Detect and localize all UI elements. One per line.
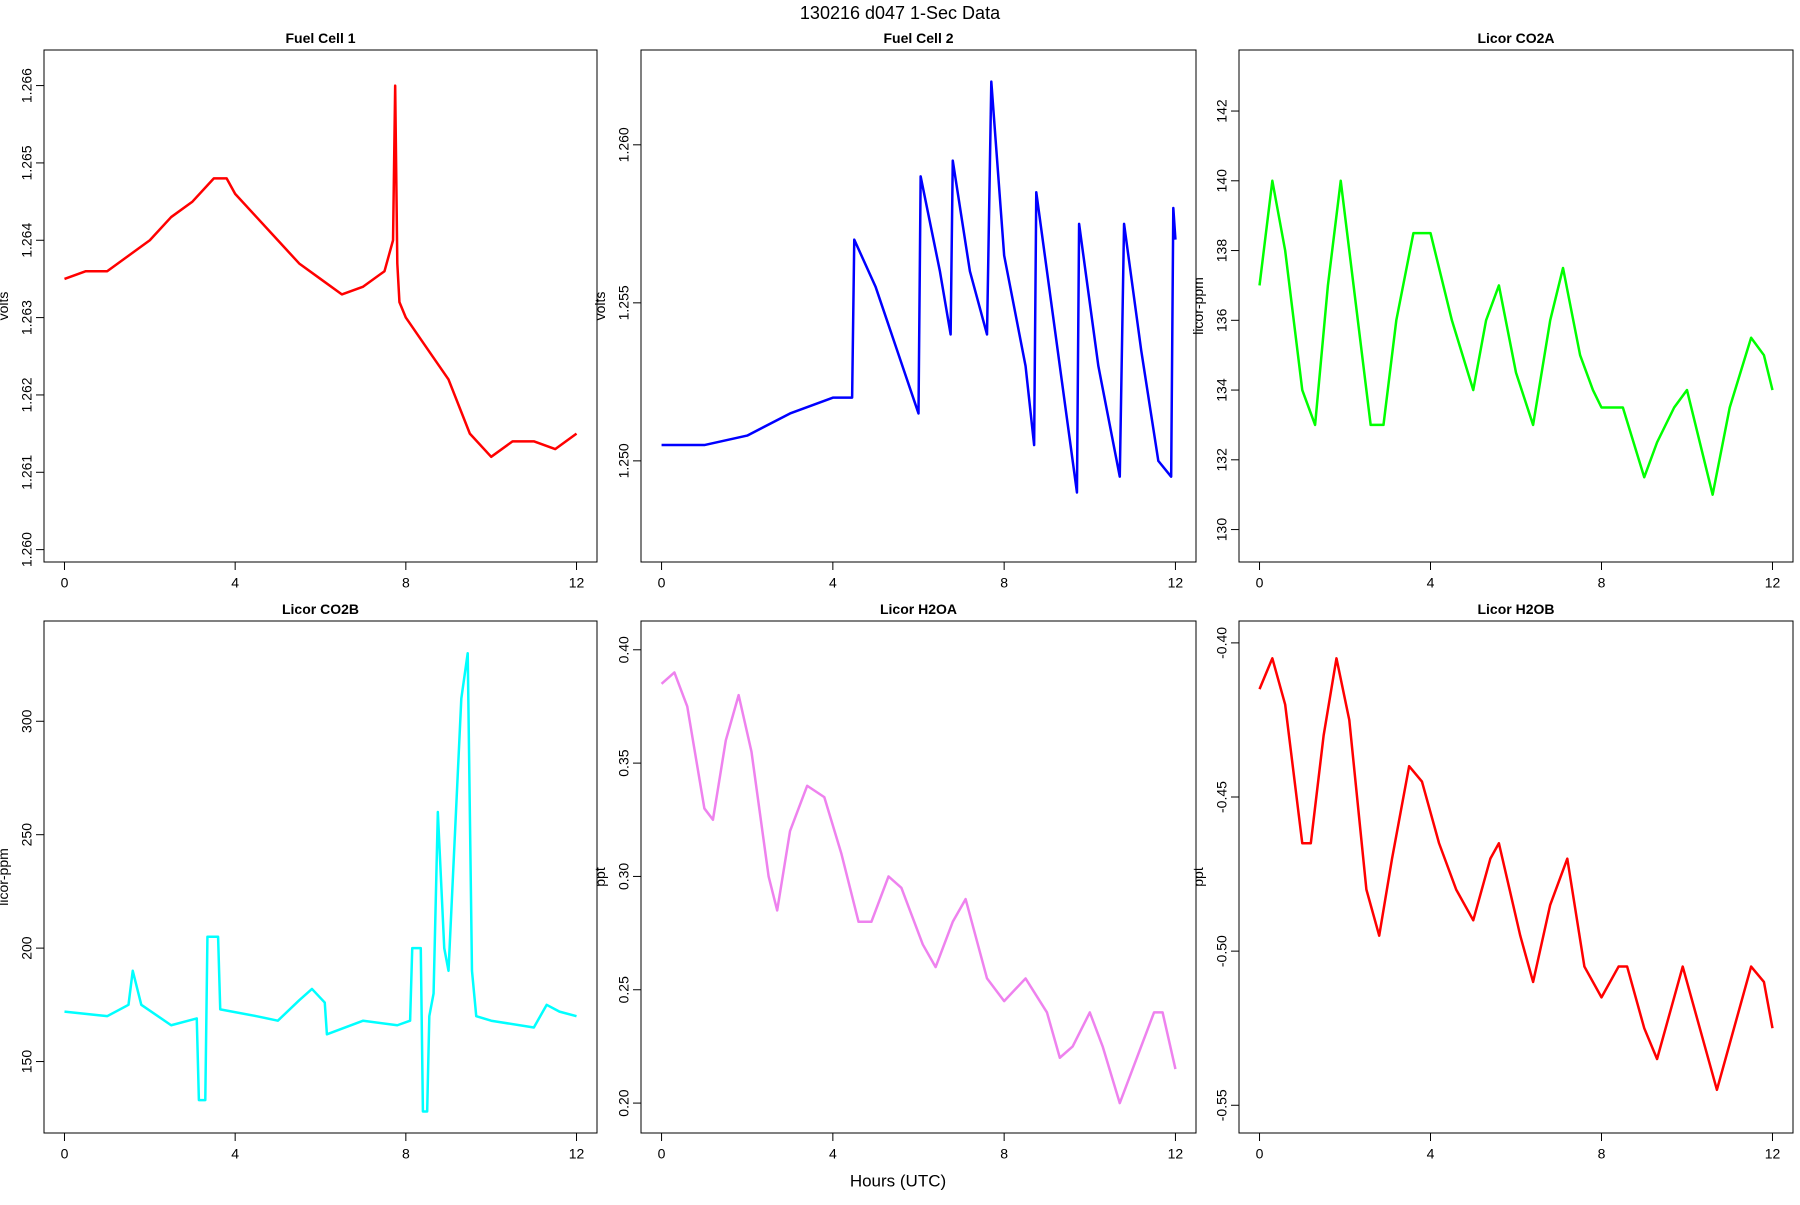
data-line <box>64 84 578 459</box>
y-tick-label: 1.260 <box>616 127 632 162</box>
y-tick-label: -0.45 <box>1214 781 1230 813</box>
x-tick-label: 0 <box>1256 1146 1264 1162</box>
plot-frame <box>1238 620 1794 1134</box>
y-tick-label: 0.20 <box>616 1089 632 1116</box>
y-tick-label: 138 <box>1214 239 1230 263</box>
panel-title: Fuel Cell 2 <box>883 30 953 46</box>
x-tick-label: 8 <box>402 1146 410 1162</box>
data-line <box>661 80 1177 494</box>
y-tick-label: 1.260 <box>19 532 35 567</box>
panel-title: Licor CO2B <box>282 601 359 617</box>
panel: Licor H2OB ppt 0 4 8 12 -0.55 -0.50 -0.45 -0.40 <box>1190 601 1794 1162</box>
x-tick-label: 12 <box>1765 575 1781 591</box>
y-tick-label: 200 <box>19 936 35 960</box>
data-line <box>64 651 577 1113</box>
plot-area <box>64 651 577 1113</box>
x-tick-label: 4 <box>829 575 837 591</box>
y-tick-label: 250 <box>19 823 35 847</box>
x-tick-label: 12 <box>569 575 585 591</box>
x-tick-label: 0 <box>61 575 69 591</box>
panel: Licor CO2A licor-ppm 0 4 8 12 130 132 134 136 138 1… <box>1190 30 1794 591</box>
y-tick-label: -0.55 <box>1214 1089 1230 1121</box>
panel-title: Licor H2OA <box>880 601 957 617</box>
x-axis-label: Hours (UTC) <box>850 1171 946 1190</box>
y-tick-label: 1.261 <box>19 455 35 490</box>
data-line <box>1258 657 1774 1092</box>
y-tick-label: 130 <box>1214 518 1230 542</box>
x-tick-label: 12 <box>1168 575 1184 591</box>
y-tick-label: -0.50 <box>1214 935 1230 967</box>
y-tick-label: 1.255 <box>616 285 632 320</box>
x-tick-label: 4 <box>231 1146 239 1162</box>
panel: Fuel Cell 2 volts 0 4 8 12 1.250 1.255 1.260 <box>592 30 1197 591</box>
y-tick-label: 1.263 <box>19 300 35 335</box>
panel: Licor CO2B licor-ppm 0 4 8 12 150 200 250 300 <box>0 601 598 1162</box>
data-line <box>660 671 1177 1105</box>
x-tick-label: 8 <box>1000 575 1008 591</box>
plot-area <box>1258 179 1774 496</box>
y-tick-label: 140 <box>1214 169 1230 193</box>
y-axis-label: volts <box>592 292 608 321</box>
y-tick-label: 0.30 <box>616 863 632 890</box>
y-tick-label: 150 <box>19 1050 35 1074</box>
y-tick-label: 1.266 <box>19 68 35 103</box>
y-tick-label: -0.40 <box>1214 627 1230 659</box>
y-tick-label: 1.265 <box>19 145 35 180</box>
y-axis-label: ppt <box>1190 867 1206 887</box>
y-axis-label: licor-ppm <box>0 848 11 906</box>
plot-frame <box>43 620 598 1134</box>
plot-area <box>660 671 1177 1105</box>
x-tick-label: 8 <box>1000 1146 1008 1162</box>
x-tick-label: 12 <box>569 1146 585 1162</box>
y-tick-label: 136 <box>1214 308 1230 332</box>
y-tick-label: 300 <box>19 709 35 733</box>
y-tick-label: 132 <box>1214 448 1230 472</box>
y-tick-label: 0.35 <box>616 749 632 776</box>
y-tick-label: 134 <box>1214 378 1230 402</box>
plot-area <box>1258 657 1774 1092</box>
plot-area <box>64 84 578 459</box>
data-line <box>1258 179 1774 496</box>
y-tick-label: 0.25 <box>616 976 632 1003</box>
x-tick-label: 4 <box>231 575 239 591</box>
plot-frame <box>43 49 598 563</box>
y-tick-label: 0.40 <box>616 636 632 663</box>
panel-title: Licor CO2A <box>1477 30 1554 46</box>
x-tick-label: 4 <box>1427 1146 1435 1162</box>
x-tick-label: 0 <box>1256 575 1264 591</box>
x-tick-label: 12 <box>1765 1146 1781 1162</box>
panel-title: Fuel Cell 1 <box>285 30 355 46</box>
plot-frame <box>640 620 1197 1134</box>
x-tick-label: 0 <box>658 1146 666 1162</box>
figure-title: 130216 d047 1-Sec Data <box>800 3 1001 23</box>
plot-area <box>661 80 1177 494</box>
x-tick-label: 8 <box>402 575 410 591</box>
panel-title: Licor H2OB <box>1477 601 1554 617</box>
y-tick-label: 1.262 <box>19 377 35 412</box>
panel: Licor H2OA ppt 0 4 8 12 0.20 0.25 0.30 0.35 0.40 <box>592 601 1197 1162</box>
y-tick-label: 1.264 <box>19 223 35 258</box>
x-tick-label: 8 <box>1598 1146 1606 1162</box>
x-tick-label: 8 <box>1598 575 1606 591</box>
x-tick-label: 0 <box>658 575 666 591</box>
y-tick-label: 1.250 <box>616 443 632 478</box>
y-axis-label: licor-ppm <box>1190 277 1206 335</box>
panel: Fuel Cell 1 volts 0 4 8 12 1.260 1.261 1.262 1.26… <box>0 30 598 591</box>
x-tick-label: 4 <box>1427 575 1435 591</box>
y-axis-label: ppt <box>592 867 608 887</box>
y-tick-label: 142 <box>1214 99 1230 123</box>
x-tick-label: 12 <box>1168 1146 1184 1162</box>
x-tick-label: 0 <box>61 1146 69 1162</box>
y-axis-label: volts <box>0 292 11 321</box>
x-tick-label: 4 <box>829 1146 837 1162</box>
